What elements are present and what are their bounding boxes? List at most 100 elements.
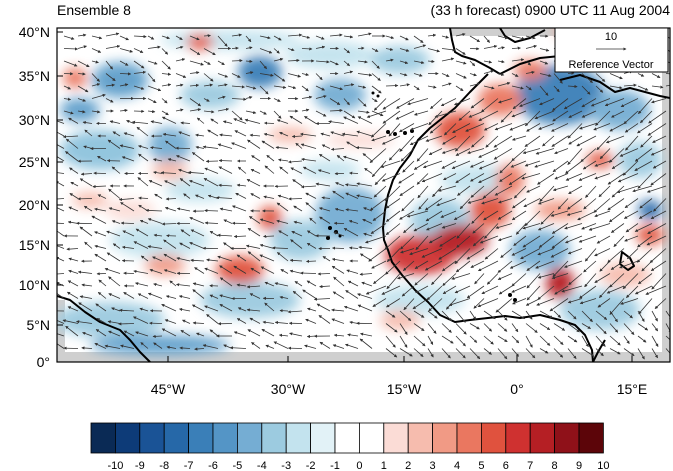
wind-vector xyxy=(273,110,282,119)
wind-vector xyxy=(456,235,471,248)
wind-vector xyxy=(650,260,667,272)
wind-vector xyxy=(335,182,345,187)
wind-vector xyxy=(497,35,509,40)
colorbar-label: 0 xyxy=(356,460,362,471)
wind-vector xyxy=(111,220,121,224)
wind-vector xyxy=(609,310,618,323)
lon-label: 45°W xyxy=(151,381,186,397)
wind-vector xyxy=(67,306,79,312)
wind-vector xyxy=(119,108,128,113)
wind-vector xyxy=(413,223,429,232)
wind-vector xyxy=(551,135,569,147)
wind-vector xyxy=(219,265,233,274)
wind-vector xyxy=(179,242,191,249)
wind-vector xyxy=(347,333,359,337)
wind-vector xyxy=(194,267,205,274)
wind-vector xyxy=(104,267,121,274)
wind-vector xyxy=(236,183,247,187)
wind-vector xyxy=(371,135,387,142)
wind-vector xyxy=(332,291,345,299)
wind-vector xyxy=(245,35,252,43)
wind-vector xyxy=(551,223,569,234)
wind-vector xyxy=(606,285,625,294)
wind-vector xyxy=(497,60,505,64)
colorbar-label: -9 xyxy=(135,460,145,471)
wind-vector xyxy=(293,220,303,224)
wind-vector xyxy=(511,248,527,256)
wind-vector xyxy=(91,83,101,87)
wind-vector xyxy=(123,292,135,299)
wind-vector xyxy=(357,116,373,124)
wind-vector xyxy=(478,110,499,121)
wind-vector xyxy=(348,219,359,224)
wind-vector xyxy=(637,235,653,248)
wind-vector xyxy=(95,303,107,312)
wind-vector xyxy=(358,245,373,249)
wind-vector xyxy=(295,142,303,149)
wind-vector xyxy=(641,260,653,272)
wind-vector xyxy=(414,260,429,269)
wind-vector xyxy=(219,277,233,287)
wind-vector xyxy=(637,273,653,285)
wind-vector xyxy=(84,241,93,249)
lat-label: 30°N xyxy=(19,112,50,128)
wind-vector xyxy=(219,133,233,137)
wind-vector xyxy=(384,235,401,250)
wind-vector xyxy=(169,280,177,287)
wind-vector xyxy=(106,230,121,237)
wind-vector xyxy=(119,48,134,53)
wind-vector xyxy=(68,257,79,262)
wind-vector xyxy=(345,208,359,212)
wind-vector xyxy=(581,323,591,329)
wind-vector xyxy=(455,335,466,347)
wind-vector xyxy=(175,73,187,78)
wind-vector xyxy=(483,210,499,221)
wind-vector xyxy=(511,85,524,90)
wind-vector xyxy=(650,173,667,186)
wind-vector xyxy=(385,84,399,88)
wind-vector xyxy=(525,44,538,49)
wind-vector xyxy=(363,207,373,212)
wind-vector xyxy=(147,60,158,65)
wind-vector xyxy=(469,310,477,320)
wind-vector xyxy=(595,310,608,320)
wind-vector xyxy=(624,123,639,133)
colorbar-label: -1 xyxy=(330,460,340,471)
wind-vector xyxy=(119,308,135,312)
wind-vector xyxy=(306,280,317,287)
wind-vector xyxy=(120,344,135,349)
wind-vector xyxy=(511,285,527,293)
wind-vector xyxy=(209,230,219,237)
wind-vector xyxy=(595,110,611,126)
wind-vector xyxy=(245,110,257,115)
wind-vector xyxy=(415,285,429,294)
wind-vector xyxy=(583,198,597,210)
wind-vector xyxy=(370,223,387,234)
reference-vector-value: 10 xyxy=(605,31,617,43)
wind-vector xyxy=(511,35,525,40)
wind-vector xyxy=(322,256,331,262)
wind-vector xyxy=(180,229,191,237)
wind-vector xyxy=(217,107,230,112)
wind-vector xyxy=(318,153,331,162)
wind-vector xyxy=(498,285,513,295)
colorbar-swatch xyxy=(212,422,238,454)
wind-vector xyxy=(413,160,429,170)
wind-vector xyxy=(406,210,429,218)
wind-vector xyxy=(424,198,443,211)
wind-vector xyxy=(333,276,345,287)
colorbar-swatch xyxy=(310,422,336,454)
wind-vector xyxy=(448,298,471,307)
wind-vector xyxy=(581,310,593,323)
wind-vector xyxy=(343,60,351,67)
wind-vector xyxy=(455,73,467,79)
wind-vector xyxy=(96,318,107,324)
wind-vector xyxy=(636,248,653,263)
wind-vector xyxy=(385,348,398,358)
wind-vector xyxy=(346,269,359,274)
wind-vector xyxy=(315,45,326,49)
wind-vector xyxy=(345,290,359,299)
wind-vector xyxy=(192,282,205,287)
wind-vector xyxy=(331,308,345,312)
colorbar-swatch xyxy=(139,422,165,454)
